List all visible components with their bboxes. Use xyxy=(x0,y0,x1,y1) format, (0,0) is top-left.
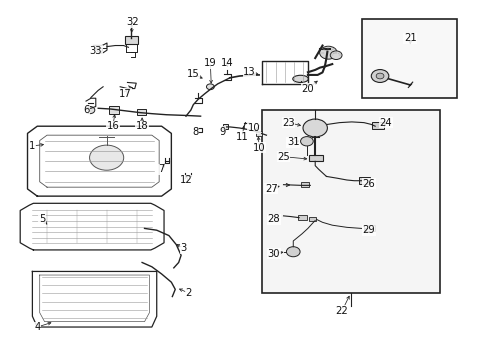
Text: 26: 26 xyxy=(362,179,374,189)
Circle shape xyxy=(370,69,388,82)
Text: 33: 33 xyxy=(89,46,102,56)
Bar xyxy=(256,131,262,135)
Text: 28: 28 xyxy=(267,215,280,224)
Text: 22: 22 xyxy=(335,306,347,316)
Text: 30: 30 xyxy=(267,248,280,258)
Bar xyxy=(358,177,369,184)
Text: 5: 5 xyxy=(39,215,45,224)
Text: 31: 31 xyxy=(286,138,299,147)
Circle shape xyxy=(85,107,95,114)
Text: 29: 29 xyxy=(362,225,374,235)
Text: 10: 10 xyxy=(247,123,260,133)
Text: 25: 25 xyxy=(277,152,289,162)
Text: 17: 17 xyxy=(119,89,131,99)
Circle shape xyxy=(97,48,102,52)
Bar xyxy=(125,36,138,44)
Bar xyxy=(109,107,119,114)
Bar xyxy=(222,125,228,129)
Text: 21: 21 xyxy=(403,33,416,43)
Text: 6: 6 xyxy=(82,105,89,115)
Bar xyxy=(371,122,384,129)
Text: 11: 11 xyxy=(235,132,248,142)
Text: 15: 15 xyxy=(186,69,199,79)
Text: 1: 1 xyxy=(29,141,36,151)
Text: 20: 20 xyxy=(301,84,314,94)
Text: 18: 18 xyxy=(136,121,148,131)
Text: 24: 24 xyxy=(379,118,391,128)
Text: 32: 32 xyxy=(126,17,139,27)
Bar xyxy=(308,217,315,221)
Text: 19: 19 xyxy=(203,58,216,68)
Circle shape xyxy=(319,46,336,59)
Bar xyxy=(363,225,374,231)
Text: 27: 27 xyxy=(264,184,277,194)
Circle shape xyxy=(303,119,327,137)
Text: 12: 12 xyxy=(179,175,192,185)
Text: 8: 8 xyxy=(192,127,199,136)
Circle shape xyxy=(89,145,123,170)
Text: 13: 13 xyxy=(243,67,255,77)
Text: 16: 16 xyxy=(106,121,119,131)
Bar xyxy=(298,215,306,220)
Text: 2: 2 xyxy=(185,288,191,298)
Text: 7: 7 xyxy=(158,164,164,174)
Circle shape xyxy=(300,136,313,146)
Bar xyxy=(361,19,456,98)
Circle shape xyxy=(330,51,341,59)
Circle shape xyxy=(206,84,214,90)
Circle shape xyxy=(286,247,300,257)
Bar xyxy=(137,109,146,116)
Text: 9: 9 xyxy=(219,127,225,136)
Ellipse shape xyxy=(292,75,308,82)
Bar xyxy=(261,110,439,293)
Text: 4: 4 xyxy=(34,322,41,332)
Text: 14: 14 xyxy=(221,58,233,68)
Bar xyxy=(309,155,323,161)
Text: 10: 10 xyxy=(252,143,265,153)
Text: 3: 3 xyxy=(180,243,186,253)
Text: 23: 23 xyxy=(282,118,294,128)
Bar xyxy=(300,182,309,187)
Circle shape xyxy=(375,73,383,79)
